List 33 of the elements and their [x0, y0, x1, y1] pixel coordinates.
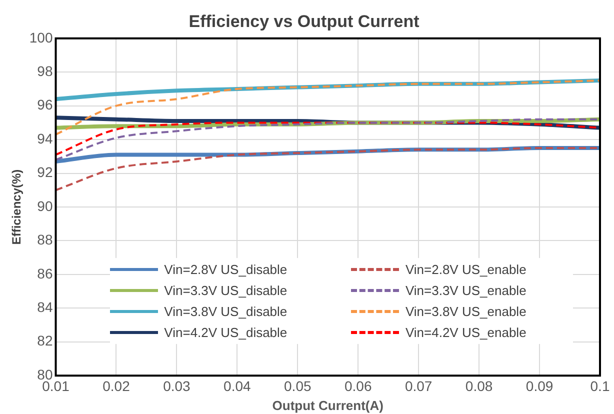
chart-title: Efficiency vs Output Current — [188, 12, 420, 31]
legend-label: Vin=4.2V US_enable — [405, 324, 526, 340]
y-tick-label: 90 — [37, 198, 53, 214]
legend-label: Vin=4.2V US_disable — [164, 324, 288, 340]
y-axis-title: Efficiency(%) — [10, 169, 24, 245]
y-tick-label: 82 — [37, 332, 53, 349]
y-tick-label: 84 — [37, 299, 53, 316]
line-series — [56, 146, 600, 192]
line-series — [56, 80, 600, 136]
x-tick-label: 0.03 — [163, 378, 191, 394]
x-axis-title: Output Current(A) — [272, 398, 384, 413]
x-tick-label: 0.06 — [344, 378, 372, 394]
legend-label: Vin=2.8V US_enable — [405, 262, 526, 277]
y-tick-label: 88 — [37, 232, 53, 248]
y-tick-label: 100 — [29, 29, 53, 46]
x-tick-label: 0.02 — [102, 378, 130, 394]
x-tick-label: 0.04 — [224, 378, 252, 394]
legend-label: Vin=3.8V US_enable — [405, 304, 526, 319]
x-tick-label: 0.07 — [404, 378, 432, 394]
x-tick-label: 0.08 — [465, 378, 493, 394]
x-tick-label: 0.05 — [284, 378, 312, 394]
legend-label: Vin=3.3V US_disable — [164, 282, 288, 298]
x-tick-label: 0.1 — [590, 378, 610, 394]
x-tick-label: 0.09 — [526, 378, 554, 394]
y-tick-label: 94 — [37, 130, 53, 146]
y-tick-label: 92 — [37, 164, 53, 180]
y-tick-label: 98 — [37, 62, 53, 79]
y-tick-label: 86 — [37, 265, 53, 282]
y-tick-label: 80 — [37, 366, 53, 382]
legend-label: Vin=2.8V US_disable — [164, 262, 288, 277]
legend-label: Vin=3.3V US_enable — [405, 282, 526, 298]
legend-label: Vin=3.8V US_disable — [164, 304, 288, 319]
y-tick-label: 96 — [37, 96, 53, 113]
